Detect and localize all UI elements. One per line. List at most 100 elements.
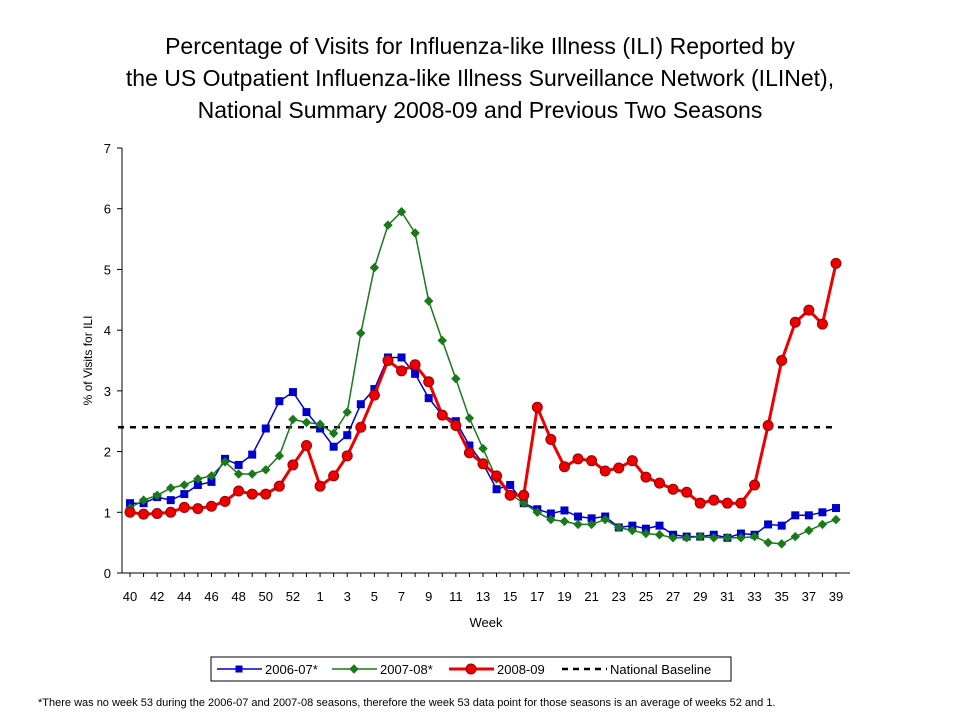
chart-title-line-1: Percentage of Visits for Influenza-like … (165, 33, 795, 59)
x-tick-label: 37 (802, 589, 816, 604)
data-point (355, 421, 367, 433)
data-point (138, 495, 149, 505)
y-tick-label: 3 (104, 384, 111, 399)
data-point (789, 316, 801, 328)
x-tick-label: 27 (666, 589, 680, 604)
data-point (397, 353, 406, 362)
x-axis-label: Week (470, 615, 503, 630)
x-tick-label: 31 (720, 589, 734, 604)
legend-swatch-marker (465, 663, 477, 675)
data-point (694, 497, 706, 509)
data-point (178, 501, 190, 513)
data-point (382, 355, 394, 366)
data-point (560, 506, 569, 515)
data-point (803, 304, 815, 316)
legend-label: 2006-07* (265, 662, 318, 677)
data-point (614, 522, 624, 533)
data-point (641, 528, 651, 539)
data-point (681, 533, 692, 543)
data-point (138, 508, 150, 520)
data-point (396, 207, 407, 217)
data-point (166, 496, 175, 505)
chart-title-line-3: National Summary 2008-09 and Previous Tw… (197, 97, 763, 123)
data-point (219, 495, 231, 507)
x-tick-label: 11 (449, 589, 463, 604)
data-point (504, 489, 516, 501)
data-point (600, 514, 610, 525)
data-point (368, 389, 380, 401)
data-point (721, 497, 733, 509)
data-point (233, 469, 244, 479)
data-point (626, 455, 638, 467)
data-point (261, 465, 271, 475)
x-tick-label: 21 (584, 589, 598, 604)
data-point (424, 394, 433, 403)
data-point (749, 531, 760, 542)
data-point (152, 490, 162, 500)
x-tick-label: 19 (557, 589, 571, 604)
data-point (681, 486, 693, 498)
data-point (260, 488, 272, 500)
y-axis-label: % of Visits for ILI (81, 316, 95, 406)
y-tick-label: 0 (104, 566, 111, 581)
data-point (287, 459, 299, 471)
legend-item: 2008-09 (449, 662, 545, 677)
data-point (477, 458, 489, 470)
y-tick-label: 2 (104, 445, 111, 460)
data-point (531, 401, 543, 413)
data-point (831, 514, 841, 525)
data-point (817, 519, 828, 530)
y-tick-label: 6 (104, 202, 111, 217)
data-point (369, 262, 380, 273)
data-point (463, 447, 475, 459)
data-point (613, 462, 625, 474)
data-point (180, 490, 189, 499)
data-point (124, 506, 136, 518)
data-point (234, 460, 243, 469)
data-point (328, 470, 340, 482)
data-point (735, 497, 747, 509)
data-point (655, 521, 664, 530)
data-point (546, 514, 556, 525)
x-tick-label: 46 (204, 589, 218, 604)
series-2008-09 (124, 257, 842, 520)
data-point (233, 485, 245, 497)
data-point (329, 442, 338, 451)
footnote: *There was no week 53 during the 2006-07… (38, 697, 776, 709)
data-point (790, 531, 800, 542)
data-point (764, 520, 773, 529)
y-tick-label: 4 (104, 323, 111, 338)
data-point (396, 365, 408, 377)
legend-item: 2007-08* (332, 662, 433, 677)
x-tick-label: 5 (371, 589, 378, 604)
x-tick-label: 25 (639, 589, 653, 604)
data-point (383, 220, 393, 230)
data-point (627, 525, 638, 536)
data-point (248, 450, 257, 459)
legend-item: National Baseline (562, 662, 711, 677)
data-point (762, 419, 774, 431)
data-point (356, 328, 366, 338)
data-point (315, 419, 325, 429)
data-point (274, 451, 285, 461)
x-tick-label: 1 (316, 589, 323, 604)
x-tick-label: 3 (344, 589, 351, 604)
x-tick-label: 52 (286, 589, 300, 604)
data-point (411, 369, 420, 378)
series-2007-08 (125, 207, 841, 549)
data-point (791, 511, 800, 520)
data-point (668, 533, 678, 543)
x-tick-label: 39 (829, 589, 843, 604)
data-point (220, 457, 230, 467)
x-tick-label: 33 (747, 589, 761, 604)
data-point (151, 508, 163, 519)
series-layer (124, 207, 842, 549)
data-point (343, 431, 352, 440)
data-point (288, 388, 297, 397)
data-point (816, 318, 828, 330)
data-point (532, 507, 543, 517)
data-point (246, 488, 258, 500)
data-point (709, 533, 719, 543)
data-point (273, 480, 285, 492)
